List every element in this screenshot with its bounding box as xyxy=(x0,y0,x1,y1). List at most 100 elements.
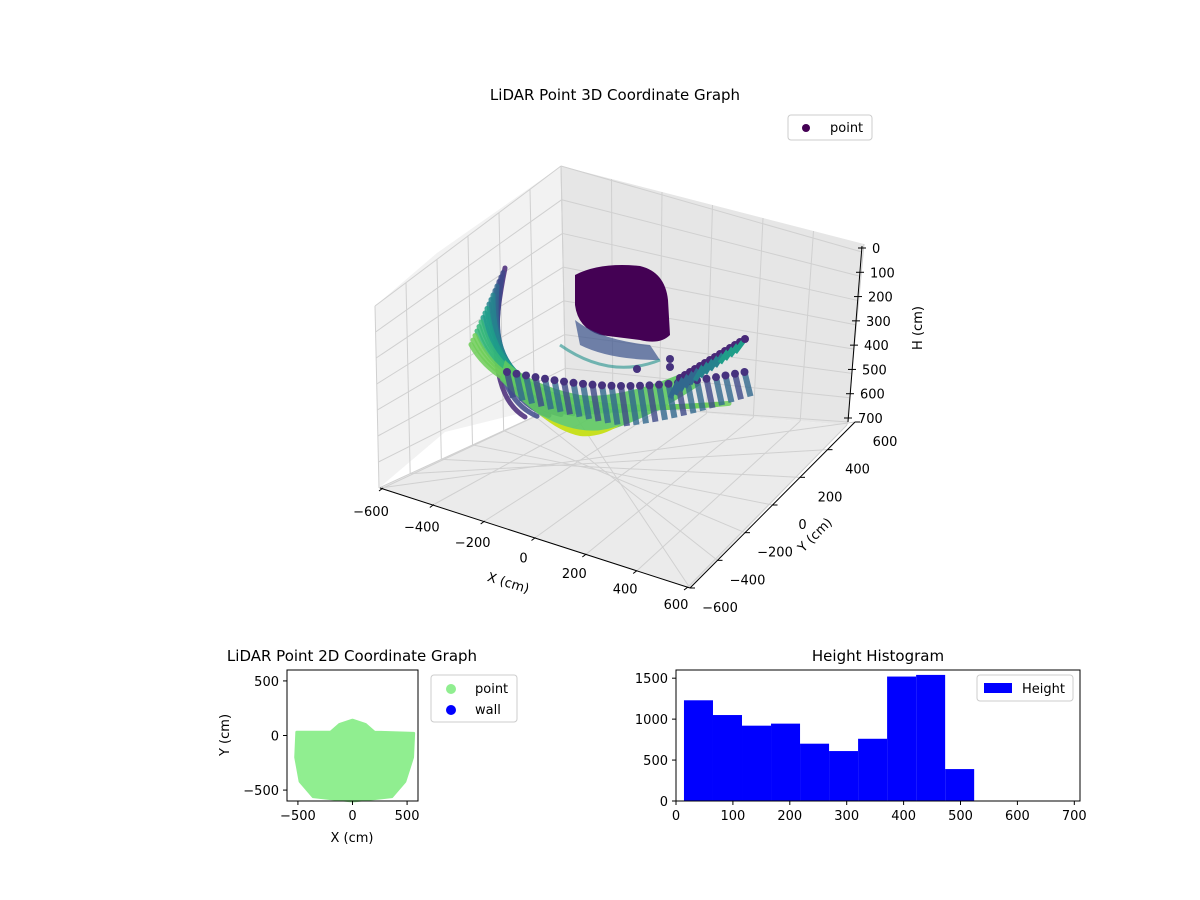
legend-hist-label: Height xyxy=(1022,682,1065,697)
z-tick-label-7: 700 xyxy=(858,412,883,427)
z-tick-label-6: 600 xyxy=(860,388,885,403)
legend-2d-marker-wall xyxy=(446,705,456,715)
cloud-back-sheen xyxy=(559,343,661,369)
cloud-column-top-1 xyxy=(512,369,521,378)
hist-bar-7 xyxy=(887,676,917,801)
hist-bar-3 xyxy=(771,723,801,801)
x-tick-label-5: 400 xyxy=(613,583,638,598)
cloud-column-top-11 xyxy=(607,381,616,390)
x2d-tick-label-1: 0 xyxy=(348,809,356,824)
xh-tick-label-3: 300 xyxy=(834,809,859,824)
cloud-column-top-9 xyxy=(588,380,597,389)
cloud-bowl xyxy=(500,360,700,436)
x-tick-label-4: 200 xyxy=(562,567,587,582)
plot-2d: LiDAR Point 2D Coordinate Graph −500 0 500… xyxy=(218,647,518,846)
z-tick-label-3: 300 xyxy=(866,315,891,330)
cloud-column-0 xyxy=(504,371,516,399)
x-tick-6 xyxy=(683,586,689,591)
xh-tick-label-4: 400 xyxy=(891,809,916,824)
cloud-column-10 xyxy=(599,384,611,424)
cloud-column-9 xyxy=(589,384,602,422)
point-cloud xyxy=(468,265,754,437)
plot-histogram: Height Histogram 0 100 200 300 400 500 600 7000… xyxy=(635,647,1087,824)
cloud-isolated-1 xyxy=(666,355,674,363)
plot-3d: LiDAR Point 3D Coordinate Graph −600 −400… xyxy=(353,86,926,616)
y-tick-label-1: −400 xyxy=(730,573,766,588)
x2d-tick-label-0: −500 xyxy=(280,809,316,824)
cloud-column-6 xyxy=(561,381,573,415)
legend-hist: Height xyxy=(976,674,1074,702)
cloud-column-top-8 xyxy=(579,379,587,388)
cloud-column-top-5 xyxy=(550,376,559,385)
cloud-column-top-16 xyxy=(655,380,663,389)
grid-x-3 xyxy=(535,413,707,538)
cloud-column-top-6 xyxy=(560,377,568,386)
yh-tick-label-3: 1500 xyxy=(635,672,668,687)
cloud-column-top-13 xyxy=(626,381,635,390)
cloud-column-top-12 xyxy=(617,381,625,390)
z-tick-label-5: 500 xyxy=(862,363,887,378)
hist-bar-5 xyxy=(829,751,859,801)
legend-3d-marker-point xyxy=(802,124,810,132)
grid-y-1 xyxy=(534,415,718,561)
cloud-column-top-4 xyxy=(541,374,549,383)
legend-hist-frame xyxy=(976,674,1074,702)
histogram-bars xyxy=(683,674,975,801)
grid-left-v-3 xyxy=(467,235,473,446)
plot-3d-title: LiDAR Point 3D Coordinate Graph xyxy=(490,86,740,104)
x2d-tick-label-2: 500 xyxy=(395,809,420,824)
x-tick-0 xyxy=(378,487,384,492)
cloud-column-top-10 xyxy=(598,381,606,390)
cloud-column-8 xyxy=(580,383,592,420)
legend-2d: point wall xyxy=(430,674,518,723)
cloud-column-2 xyxy=(523,374,535,405)
y-tick-label-6: 600 xyxy=(873,435,898,450)
z-tick-label-0: 0 xyxy=(872,242,880,257)
cloud-column-top-21 xyxy=(702,374,711,383)
cloud-column-21 xyxy=(703,378,716,409)
x-tick-label-2: −200 xyxy=(455,536,491,551)
cloud-column-15 xyxy=(646,384,659,423)
hist-bar-0 xyxy=(683,700,713,801)
grid-x-5 xyxy=(636,420,801,571)
pane-left xyxy=(375,166,566,488)
grid-back-v-5 xyxy=(799,230,814,422)
legend-2d-label-wall: wall xyxy=(475,703,501,718)
z-axis-line xyxy=(847,245,863,423)
legend-3d-label-point: point xyxy=(830,121,863,136)
cloud-column-11 xyxy=(608,385,621,426)
y-tick-label-4: 200 xyxy=(818,490,843,505)
cloud-isolated-0 xyxy=(633,365,641,373)
cloud-column-top-24 xyxy=(731,369,739,378)
y-tick-label-5: 400 xyxy=(845,463,870,478)
cloud-column-13 xyxy=(627,385,640,426)
legend-3d: point xyxy=(787,114,873,141)
x-tick-4 xyxy=(582,553,587,558)
histogram-title: Height Histogram xyxy=(812,647,944,665)
cloud-column-24 xyxy=(732,373,744,401)
cloud-right-top-13 xyxy=(741,335,749,343)
cloud-column-top-23 xyxy=(721,371,730,380)
z-tick-label-1: 100 xyxy=(870,266,895,281)
cloud-column-7 xyxy=(570,382,583,418)
hist-bar-9 xyxy=(945,769,975,801)
y2d-tick-label-2: 500 xyxy=(254,675,279,690)
x-tick-label-0: −600 xyxy=(353,505,389,520)
grid-y-6 xyxy=(379,421,856,489)
hist-bar-1 xyxy=(712,715,743,801)
cloud-column-16 xyxy=(656,384,668,421)
grid-y-4 xyxy=(441,458,801,478)
cloud-back-block xyxy=(575,265,670,342)
xh-tick-label-1: 100 xyxy=(720,809,745,824)
x-tick-3 xyxy=(531,537,536,541)
cloud-column-top-22 xyxy=(712,373,720,382)
yh-tick-label-1: 500 xyxy=(643,754,668,769)
cloud-column-top-25 xyxy=(740,368,749,376)
legend-3d-frame xyxy=(787,114,873,141)
cloud-column-5 xyxy=(551,379,564,413)
hist-bar-8 xyxy=(916,674,946,801)
y2d-tick-label-0: −500 xyxy=(243,784,279,799)
legend-2d-label-point: point xyxy=(475,682,508,697)
xh-tick-label-6: 600 xyxy=(1005,809,1030,824)
